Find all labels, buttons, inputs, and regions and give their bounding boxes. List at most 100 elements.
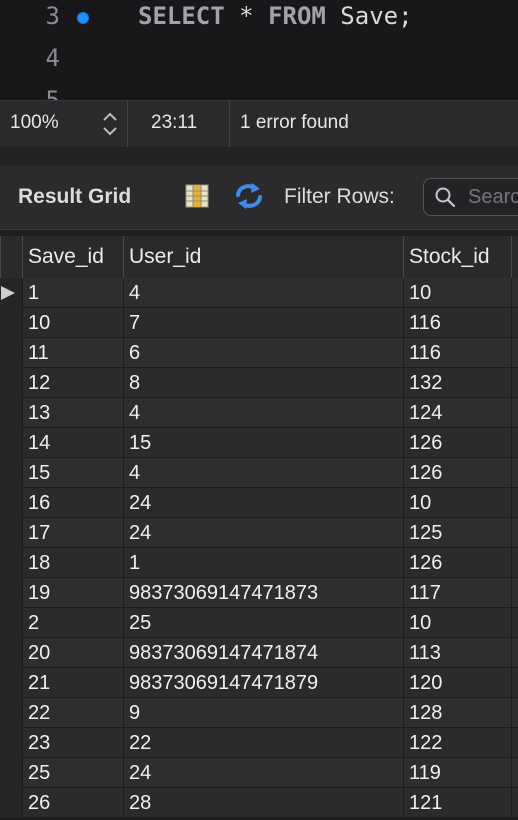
table-row[interactable]: 20 98373069147471874 113 xyxy=(0,638,518,669)
sql-editor[interactable]: 3 SELECT * FROM Save; 4 5 xyxy=(0,0,518,100)
cell-stock-id[interactable]: 126 xyxy=(403,458,511,488)
zoom-level[interactable]: 100% xyxy=(10,112,59,133)
refresh-icon[interactable] xyxy=(232,181,266,211)
row-selector[interactable] xyxy=(0,788,22,819)
cell-user-id[interactable]: 25 xyxy=(123,608,403,638)
column-header-stock-id[interactable]: Stock_id xyxy=(403,236,511,278)
column-header-user-id[interactable]: User_id xyxy=(123,236,403,278)
table-row[interactable]: 1 4 10 xyxy=(0,278,518,309)
row-selector[interactable] xyxy=(0,308,22,339)
cell-stock-id[interactable]: 10 xyxy=(403,608,511,638)
cell-stock-id[interactable]: 119 xyxy=(403,758,511,788)
cell-user-id[interactable]: 4 xyxy=(123,458,403,488)
cell-save-id[interactable]: 25 xyxy=(22,758,123,788)
cell-user-id[interactable]: 1 xyxy=(123,548,403,578)
cell-stock-id[interactable]: 126 xyxy=(403,428,511,458)
cell-save-id[interactable]: 10 xyxy=(22,308,123,338)
cell-user-id[interactable]: 98373069147471879 xyxy=(123,668,403,698)
cell-user-id[interactable]: 9 xyxy=(123,698,403,728)
cell-stock-id[interactable]: 132 xyxy=(403,368,511,398)
table-row[interactable]: 11 6 116 xyxy=(0,338,518,369)
cell-save-id[interactable]: 23 xyxy=(22,728,123,758)
table-row[interactable]: 26 28 121 xyxy=(0,788,518,819)
cell-save-id[interactable]: 26 xyxy=(22,788,123,818)
cell-stock-id[interactable]: 128 xyxy=(403,698,511,728)
cell-user-id[interactable]: 22 xyxy=(123,728,403,758)
table-row[interactable]: 25 24 119 xyxy=(0,758,518,789)
cell-stock-id[interactable]: 121 xyxy=(403,788,511,818)
cell-save-id[interactable]: 19 xyxy=(22,578,123,608)
grid-view-icon[interactable] xyxy=(184,183,210,209)
table-row[interactable]: 12 8 132 xyxy=(0,368,518,399)
cell-user-id[interactable]: 98373069147471873 xyxy=(123,578,403,608)
table-row[interactable]: 2 25 10 xyxy=(0,608,518,639)
filter-search-input[interactable]: Search xyxy=(423,178,518,216)
row-selector[interactable] xyxy=(0,728,22,759)
zoom-stepper-icon[interactable] xyxy=(100,109,120,139)
row-selector[interactable] xyxy=(0,338,22,369)
row-selector[interactable] xyxy=(0,368,22,399)
cell-user-id[interactable]: 4 xyxy=(123,278,403,308)
cell-save-id[interactable]: 13 xyxy=(22,398,123,428)
row-selector[interactable] xyxy=(0,668,22,699)
row-selector[interactable] xyxy=(0,488,22,519)
sql-statement[interactable]: SELECT * FROM Save; xyxy=(138,2,413,30)
table-row[interactable]: 16 24 10 xyxy=(0,488,518,519)
cell-user-id[interactable]: 6 xyxy=(123,338,403,368)
cell-save-id[interactable]: 14 xyxy=(22,428,123,458)
cell-stock-id[interactable]: 124 xyxy=(403,398,511,428)
cell-user-id[interactable]: 15 xyxy=(123,428,403,458)
cell-user-id[interactable]: 24 xyxy=(123,758,403,788)
cell-stock-id[interactable]: 125 xyxy=(403,518,511,548)
table-row[interactable]: 22 9 128 xyxy=(0,698,518,729)
cell-stock-id[interactable]: 120 xyxy=(403,668,511,698)
cell-save-id[interactable]: 20 xyxy=(22,638,123,668)
cell-user-id[interactable]: 24 xyxy=(123,518,403,548)
row-selector[interactable] xyxy=(0,638,22,669)
row-selector[interactable] xyxy=(0,758,22,789)
row-selector[interactable] xyxy=(0,578,22,609)
row-selector[interactable] xyxy=(0,698,22,729)
table-row[interactable]: 21 98373069147471879 120 xyxy=(0,668,518,699)
table-row[interactable]: 13 4 124 xyxy=(0,398,518,429)
code-line-4[interactable]: 4 xyxy=(0,44,518,84)
column-header-save-id[interactable]: Save_id xyxy=(22,236,123,278)
row-selector[interactable] xyxy=(0,548,22,579)
table-row[interactable]: 14 15 126 xyxy=(0,428,518,459)
code-line-5[interactable]: 5 xyxy=(0,86,518,100)
row-selector[interactable] xyxy=(0,398,22,429)
cell-save-id[interactable]: 22 xyxy=(22,698,123,728)
cell-save-id[interactable]: 15 xyxy=(22,458,123,488)
cell-save-id[interactable]: 12 xyxy=(22,368,123,398)
code-line-3[interactable]: 3 SELECT * FROM Save; xyxy=(0,2,518,42)
row-selector[interactable] xyxy=(0,278,22,309)
cell-user-id[interactable]: 7 xyxy=(123,308,403,338)
cell-user-id[interactable]: 28 xyxy=(123,788,403,818)
cell-user-id[interactable]: 4 xyxy=(123,398,403,428)
row-selector[interactable] xyxy=(0,608,22,639)
cell-save-id[interactable]: 18 xyxy=(22,548,123,578)
cell-save-id[interactable]: 17 xyxy=(22,518,123,548)
cell-stock-id[interactable]: 10 xyxy=(403,488,511,518)
execution-marker-icon[interactable] xyxy=(78,13,88,23)
table-row[interactable]: 23 22 122 xyxy=(0,728,518,759)
cell-stock-id[interactable]: 117 xyxy=(403,578,511,608)
table-row[interactable]: 15 4 126 xyxy=(0,458,518,489)
cell-stock-id[interactable]: 113 xyxy=(403,638,511,668)
table-row[interactable]: 17 24 125 xyxy=(0,518,518,549)
table-row[interactable]: 19 98373069147471873 117 xyxy=(0,578,518,609)
cell-save-id[interactable]: 16 xyxy=(22,488,123,518)
row-selector[interactable] xyxy=(0,428,22,459)
cell-save-id[interactable]: 21 xyxy=(22,668,123,698)
cell-stock-id[interactable]: 126 xyxy=(403,548,511,578)
cell-stock-id[interactable]: 10 xyxy=(403,278,511,308)
error-message[interactable]: 1 error found xyxy=(240,112,349,133)
cell-stock-id[interactable]: 116 xyxy=(403,308,511,338)
table-row[interactable]: 18 1 126 xyxy=(0,548,518,579)
cell-save-id[interactable]: 2 xyxy=(22,608,123,638)
result-grid[interactable]: Save_id User_id Stock_id 1 4 10 10 7 116 11 6 11… xyxy=(0,236,518,820)
row-selector[interactable] xyxy=(0,458,22,489)
row-selector[interactable] xyxy=(0,518,22,549)
cell-stock-id[interactable]: 122 xyxy=(403,728,511,758)
cell-user-id[interactable]: 8 xyxy=(123,368,403,398)
